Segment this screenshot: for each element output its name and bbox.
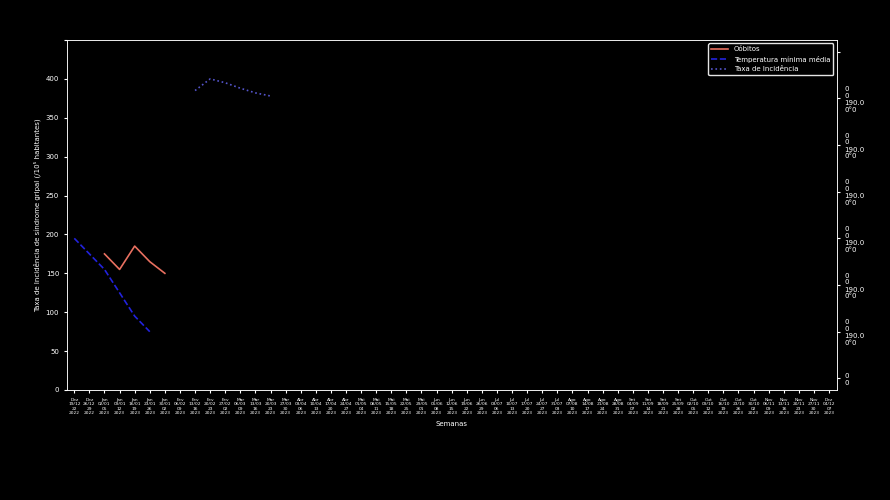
Taxa de Incidência [250,90,261,96]
Temperatura mínima média [84,251,94,257]
Line: Oóbitos: Oóbitos [104,246,165,274]
Oóbitos [144,258,155,264]
Oóbitos [114,266,125,272]
Taxa de Incidência [220,80,231,86]
Taxa de Incidência [235,85,246,91]
Line: Taxa de Incidência: Taxa de Incidência [195,79,271,96]
Temperatura mínima média [114,290,125,296]
Taxa de Incidência [205,76,215,82]
Oóbitos [129,243,140,249]
Oóbitos [159,270,170,276]
Oóbitos [99,251,109,257]
Line: Temperatura mínima média: Temperatura mínima média [74,238,150,332]
Temperatura mínima média [129,313,140,319]
Taxa de Incidência [265,93,276,99]
Temperatura mínima média [99,266,109,272]
Temperatura mínima média [69,236,79,242]
Y-axis label: Taxa de Incidência de síndrome gripal (/10⁵ habitantes): Taxa de Incidência de síndrome gripal (/… [34,118,42,312]
X-axis label: Semanas: Semanas [436,421,467,427]
Temperatura mínima média [144,328,155,334]
Legend: Oóbitos, Temperatura mínima média, Taxa de Incidência: Oóbitos, Temperatura mínima média, Taxa … [708,44,833,75]
Taxa de Incidência [190,88,200,94]
